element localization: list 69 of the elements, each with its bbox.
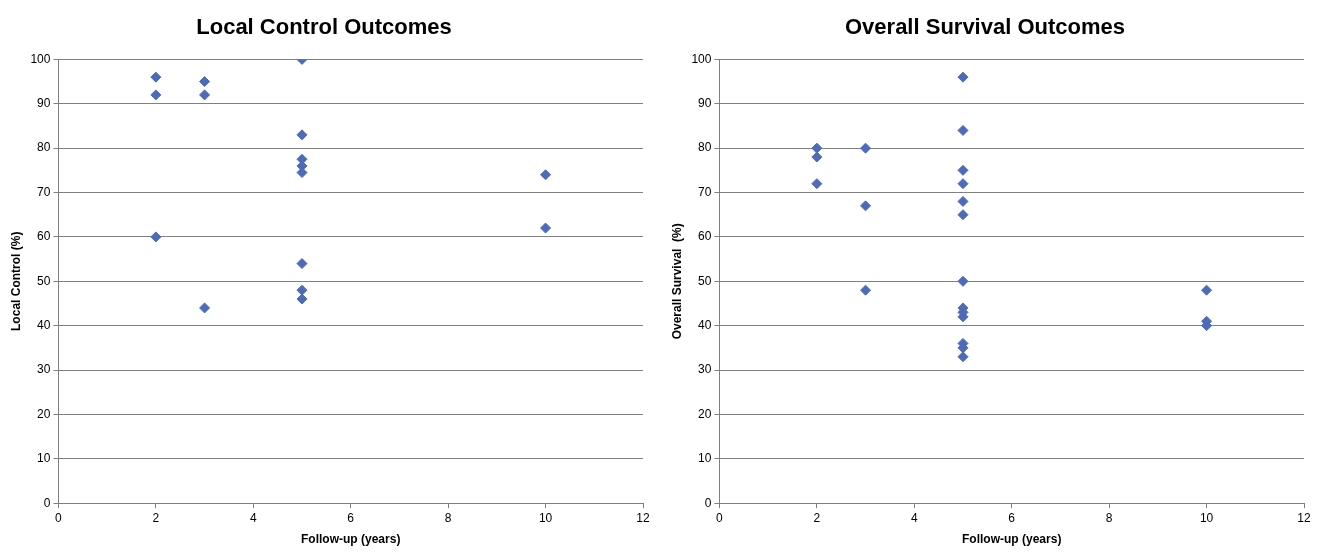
x-tick-label: 10 [1199,510,1214,525]
point [540,169,552,181]
point [957,195,969,207]
y-tick-label: 60 [37,229,51,244]
chart-title: Local Control Outcomes [196,14,452,40]
chart-title: Overall Survival Outcomes [844,14,1126,40]
point [811,142,823,154]
point [860,142,872,154]
y-tick-label: 100 [691,51,712,66]
point [199,76,211,88]
point [860,200,872,212]
point [150,231,162,243]
y-tick-label: 90 [37,96,51,111]
x-tick-label: 2 [152,510,160,525]
x-tick-label: 8 [444,510,452,525]
x-tick-label: 8 [1105,510,1113,525]
point [150,89,162,101]
y-tick-label: 90 [698,96,712,111]
x-axis-title: Follow-up (years) [301,532,401,547]
point [957,124,969,136]
y-axis-title: Local Control (%) [8,231,23,331]
x-tick-label: 0 [55,510,63,525]
point [150,71,162,83]
y-tick-label: 0 [43,495,51,510]
x-tick-label: 12 [1297,510,1311,525]
point [957,275,969,287]
y-tick-label: 0 [704,495,712,510]
point [199,89,211,101]
y-tick-label: 10 [37,451,51,466]
x-tick-label: 4 [910,510,918,525]
point [957,351,969,363]
y-tick-label: 50 [698,273,712,288]
y-tick-label: 50 [37,273,51,288]
x-tick-label: 0 [716,510,724,525]
point [860,284,872,296]
point [296,284,308,296]
x-tick-label: 2 [813,510,821,525]
y-axis-title: Overall Survival (%) [669,223,684,340]
y-tick-label: 70 [37,184,51,199]
point [296,293,308,305]
y-tick-label: 10 [698,451,712,466]
point [957,164,969,176]
point [811,178,823,190]
y-tick-label: 30 [698,362,712,377]
x-tick-label: 12 [636,510,650,525]
point [296,129,308,141]
point [811,151,823,163]
x-tick-label: 6 [347,510,355,525]
y-tick-label: 30 [37,362,51,377]
y-tick-label: 40 [698,317,712,332]
y-tick-label: 70 [698,184,712,199]
x-tick-label: 10 [538,510,553,525]
point [957,209,969,221]
x-tick-label: 4 [249,510,257,525]
point [540,222,552,234]
point [1201,284,1213,296]
x-axis-title: Follow-up (years) [962,532,1062,547]
x-tick-label: 6 [1008,510,1016,525]
point [957,178,969,190]
point [957,71,969,83]
y-tick-label: 40 [37,317,51,332]
y-tick-label: 100 [30,51,51,66]
point [296,258,308,270]
y-tick-label: 20 [698,406,712,421]
y-tick-label: 80 [698,140,712,155]
point [199,302,211,314]
y-tick-label: 80 [37,140,51,155]
y-tick-label: 20 [37,406,51,421]
y-tick-label: 60 [698,229,712,244]
